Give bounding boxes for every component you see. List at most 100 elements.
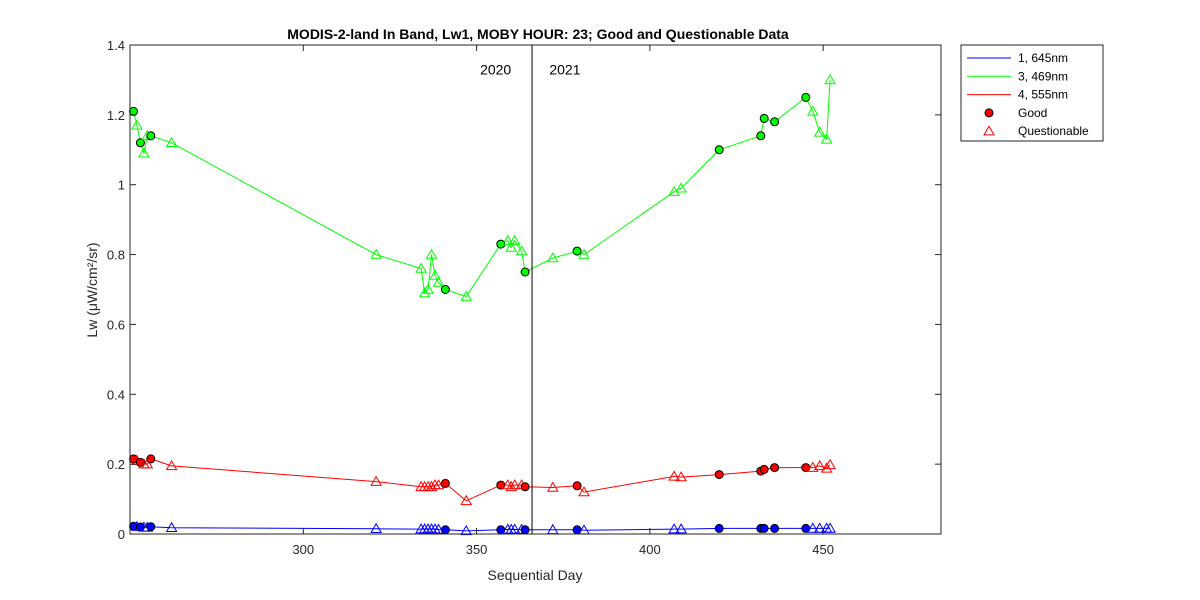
legend-label: 1, 645nm [1018,51,1068,65]
x-tick-label: 450 [812,542,834,557]
questionable-point [820,133,833,144]
good-point [770,117,780,127]
good-point [759,113,769,123]
questionable-point [675,523,687,534]
questionable-point [824,73,836,85]
questionable-point [508,479,521,490]
questionable-point [429,269,441,280]
questionable-point [578,248,590,259]
questionable-point [675,471,687,482]
x-tick-label: 350 [466,542,488,557]
questionable-point [370,475,382,486]
questionable-point [415,262,427,273]
good-point [440,478,450,488]
axes-layer: 300 350 400 450 0 0.2 0.4 0.6 0.8 1 1.2 1.4 [107,38,942,557]
questionable-point [501,234,514,245]
questionable-point [131,119,143,130]
questionable-point [813,522,826,533]
questionable-point [422,283,434,294]
x-tick-label: 300 [292,542,314,557]
questionable-point [505,480,518,492]
good-point [572,246,582,256]
questionable-point [813,459,826,471]
questionable-point [668,470,680,481]
y-tick-label: 0.6 [107,317,125,332]
good-point [440,525,450,535]
good-point [440,285,450,294]
plot-area [130,45,941,534]
data-layer: 2020 2021 [129,45,836,536]
legend-label: 4, 555nm [1018,88,1068,102]
questionable-point [138,147,150,158]
questionable-point [668,523,680,534]
y-tick-label: 0.8 [107,248,125,263]
good-point [801,92,811,102]
good-point [714,523,724,533]
questionable-point [165,459,178,471]
y-tick-label: 1.2 [107,108,125,123]
legend-label: Questionable [1018,124,1089,138]
legend: 1, 645nm 3, 469nm 4, 555nm Good Questionable [960,44,1104,142]
good-point [770,523,780,533]
good-point [520,267,530,277]
questionable-point [425,248,438,259]
questionable-point [824,458,836,470]
good-point [572,481,582,491]
questionable-point [813,126,826,137]
questionable-point [165,521,178,532]
legend-label: 3, 469nm [1018,69,1068,83]
good-point [770,463,780,473]
questionable-point [578,486,590,497]
questionable-point [806,105,819,116]
questionable-point [432,276,445,287]
legend-circle-swatch [984,108,994,118]
good-point [520,525,530,535]
questionable-point [370,248,382,259]
questionable-point [508,523,521,534]
questionable-point [370,522,382,533]
chart-title: MODIS-2-land In Band, Lw1, MOBY HOUR: 23… [287,26,789,42]
questionable-point [141,458,154,469]
good-point [146,131,156,141]
y-tick-label: 0.4 [107,387,125,402]
good-point [146,454,156,464]
y-tick-label: 1 [118,178,125,193]
questionable-point [515,245,528,256]
questionable-point [501,479,514,490]
questionable-point [546,252,559,263]
good-point [129,106,138,116]
good-point [714,470,724,480]
good-point [714,145,724,155]
y-tick-label: 0 [118,527,125,542]
good-point [759,523,769,533]
x-axis-label: Sequential Day [488,567,583,583]
questionable-point [806,461,819,472]
questionable-point [806,522,819,533]
questionable-point [824,522,836,533]
year-label-2020: 2020 [480,61,511,77]
good-point [759,464,769,474]
questionable-point [546,481,559,492]
questionable-point [432,479,445,490]
questionable-point [820,462,833,473]
questionable-point [460,494,473,506]
year-label-2021: 2021 [549,61,580,77]
good-point [520,482,530,492]
questionable-point [418,286,431,298]
questionable-point [675,182,687,193]
legend-label: Good [1018,106,1047,120]
good-point [146,522,156,532]
good-point [756,131,766,141]
legend-triangle-swatch [983,125,995,136]
questionable-point [505,241,518,252]
good-point [135,457,145,467]
x-tick-label: 400 [639,542,661,557]
questionable-point [460,290,473,301]
questionable-point [508,234,521,245]
y-tick-label: 0.2 [107,457,125,472]
legend-box [960,44,1104,142]
y-axis-label: Lw (μW/cm²/sr) [84,242,100,337]
questionable-point [460,524,473,536]
questionable-point [432,523,445,534]
